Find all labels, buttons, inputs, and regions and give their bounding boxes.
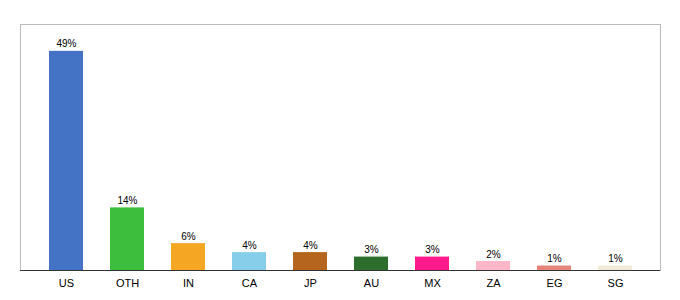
svg-text:2%: 2% <box>486 249 501 260</box>
svg-text:EG: EG <box>547 277 563 289</box>
svg-text:14%: 14% <box>117 195 137 206</box>
svg-text:1%: 1% <box>608 253 623 264</box>
svg-text:1%: 1% <box>547 253 562 264</box>
svg-text:6%: 6% <box>181 231 196 242</box>
svg-text:3%: 3% <box>425 244 440 255</box>
svg-text:ZA: ZA <box>486 277 501 289</box>
svg-text:AU: AU <box>364 277 379 289</box>
svg-text:MX: MX <box>424 277 441 289</box>
svg-text:3%: 3% <box>364 244 379 255</box>
svg-text:4%: 4% <box>303 240 318 251</box>
svg-text:US: US <box>59 277 74 289</box>
svg-text:JP: JP <box>304 277 317 289</box>
svg-text:4%: 4% <box>242 240 257 251</box>
svg-text:CA: CA <box>242 277 258 289</box>
svg-text:SG: SG <box>608 277 624 289</box>
svg-text:49%: 49% <box>56 38 76 49</box>
svg-text:IN: IN <box>183 277 194 289</box>
svg-text:OTH: OTH <box>116 277 139 289</box>
